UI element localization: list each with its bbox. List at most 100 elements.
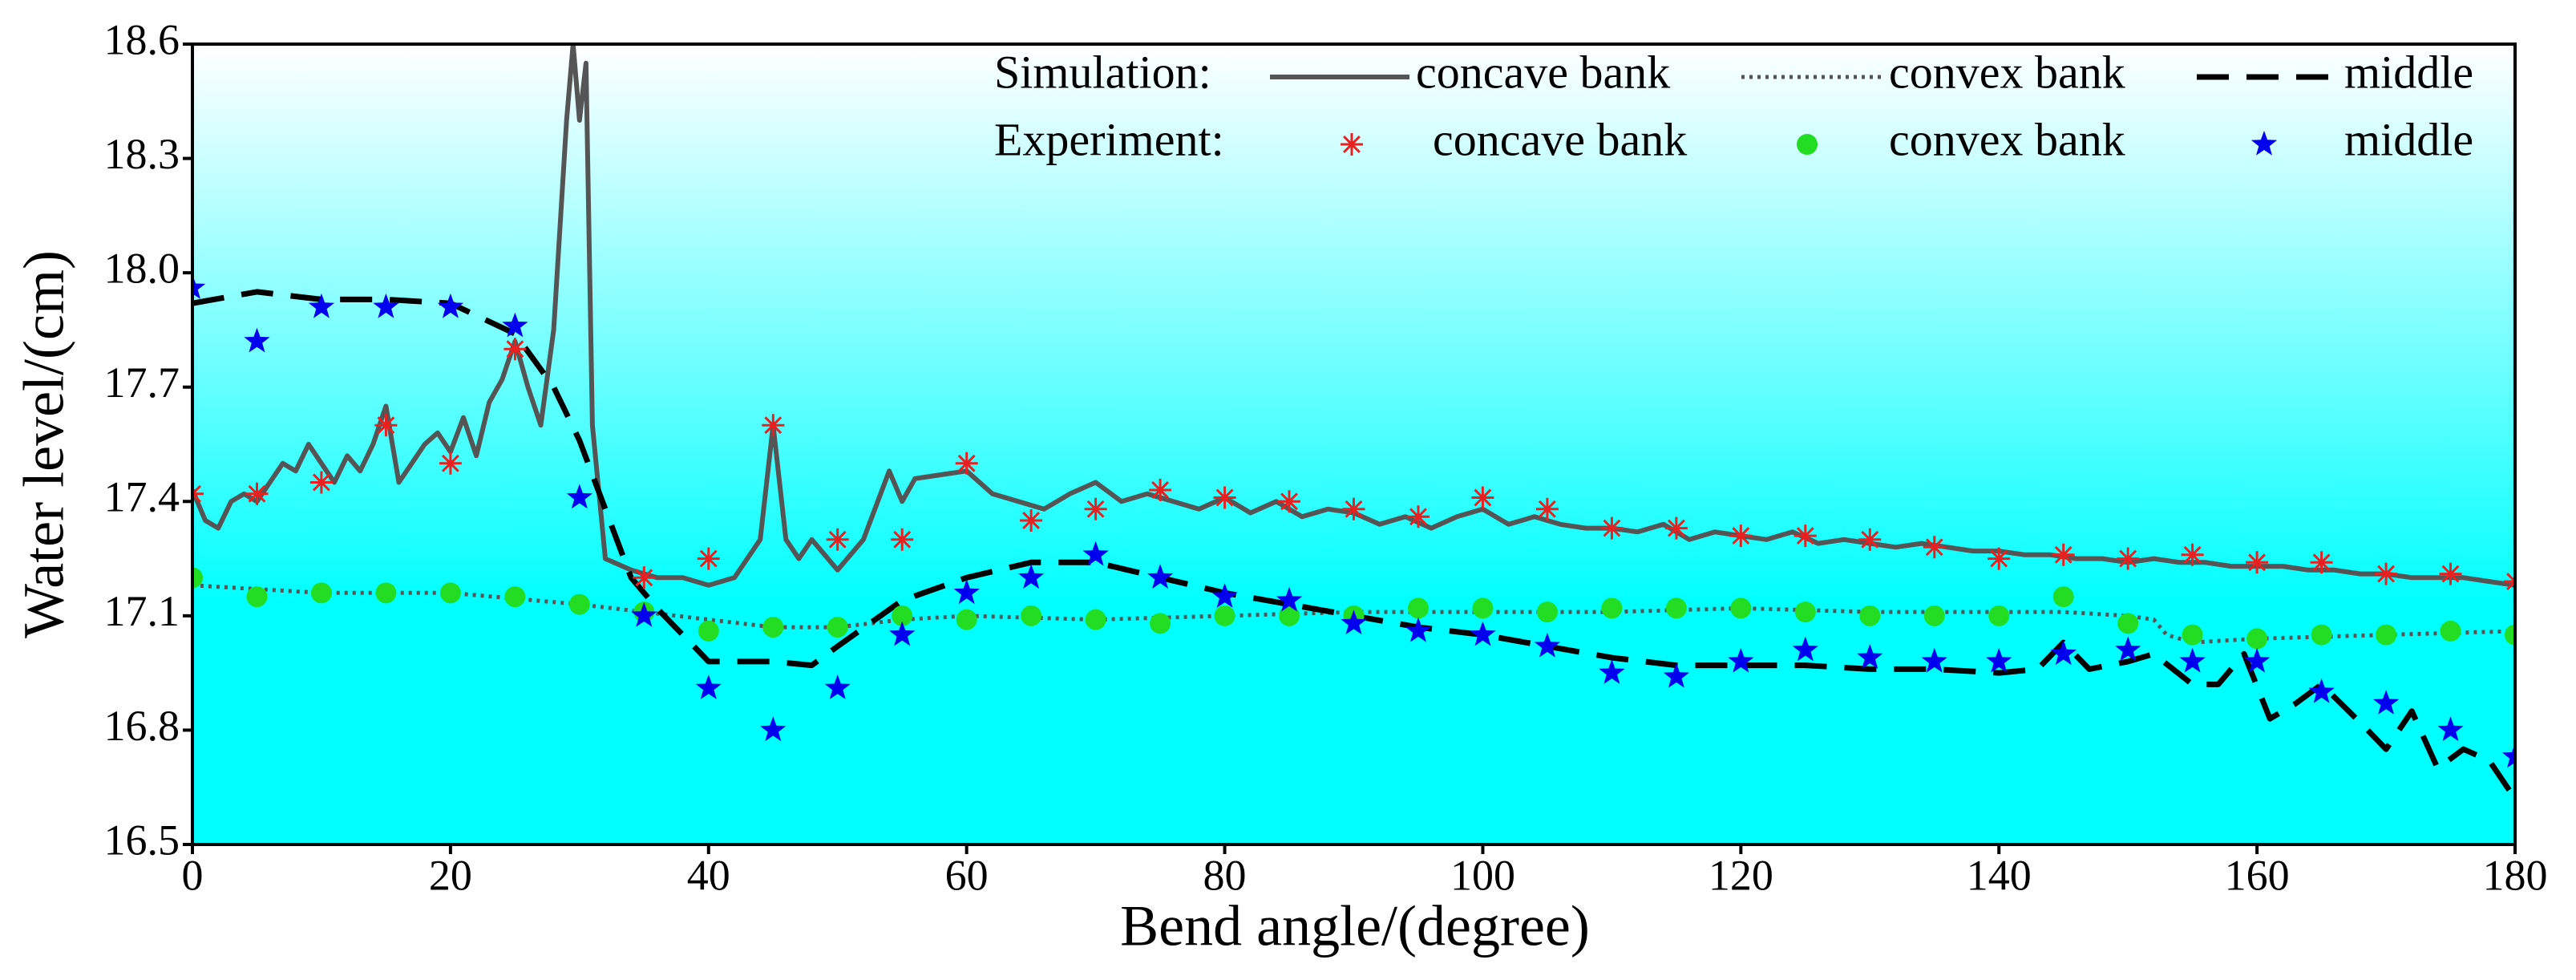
experiment-point	[1534, 632, 1561, 658]
experiment-point	[309, 471, 333, 494]
experiment-point	[1149, 479, 1172, 501]
experiment-point	[2376, 624, 2397, 646]
experiment-point	[2440, 620, 2461, 642]
x-tick-label: 180	[2483, 851, 2548, 899]
legend-group-label: Simulation:	[994, 46, 1211, 98]
experiment-point	[2181, 543, 2204, 566]
experiment-point	[2052, 586, 2074, 608]
experiment-point	[698, 620, 719, 642]
experiment-point	[2439, 562, 2462, 585]
experiment-point	[1664, 516, 1688, 540]
experiment-point	[1407, 597, 1429, 619]
experiment-point	[2115, 636, 2141, 662]
x-tick-label: 160	[2225, 851, 2290, 899]
experiment-point	[2117, 613, 2139, 634]
experiment-point	[1536, 601, 1558, 623]
experiment-point	[1665, 597, 1687, 619]
experiment-point	[2117, 547, 2140, 570]
x-tick-label: 60	[945, 851, 989, 899]
y-tick-label: 18.6	[104, 15, 180, 63]
experiment-point	[695, 674, 722, 699]
experiment-point	[2505, 624, 2515, 646]
legend-entry: convex bank	[1889, 46, 2125, 98]
plot-background	[192, 44, 2515, 844]
experiment-point	[1730, 597, 1752, 619]
y-tick-label: 18.3	[104, 130, 180, 178]
experiment-point	[1214, 605, 1235, 626]
legend-swatch	[1341, 133, 1363, 156]
experiment-point	[1988, 605, 2010, 626]
experiment-point	[1535, 497, 1559, 520]
experiment-point	[1988, 547, 2011, 570]
experiment-point	[1342, 497, 1365, 520]
experiment-point	[1471, 486, 1494, 509]
experiment-point	[892, 605, 913, 626]
experiment-point	[891, 528, 914, 551]
experiment-point	[1018, 564, 1045, 589]
experiment-point	[2375, 562, 2398, 585]
experiment-point	[2372, 690, 2400, 715]
experiment-point	[1921, 647, 1947, 673]
experiment-point	[1794, 601, 1816, 623]
experiment-point	[827, 617, 848, 638]
legend-entry: concave bank	[1433, 113, 1687, 165]
experiment-point	[2437, 716, 2464, 742]
experiment-point	[373, 293, 399, 318]
experiment-point	[1599, 659, 1625, 684]
experiment-point	[1213, 486, 1236, 509]
simulation-line	[192, 44, 2515, 588]
experiment-point	[437, 293, 464, 318]
experiment-point	[244, 327, 270, 353]
experiment-point	[1601, 597, 1623, 619]
experiment-point	[503, 338, 527, 361]
experiment-point	[1600, 516, 1624, 540]
experiment-point	[1084, 497, 1107, 520]
x-tick-label: 120	[1709, 851, 1773, 899]
x-tick-label: 100	[1450, 851, 1515, 899]
experiment-point	[502, 312, 528, 338]
experiment-point	[1792, 636, 1818, 662]
experiment-point	[1020, 509, 1043, 532]
experiment-point	[2179, 647, 2206, 673]
experiment-point	[762, 617, 784, 638]
experiment-point	[889, 621, 916, 646]
experiment-point	[1859, 605, 1881, 626]
experiment-point	[1858, 528, 1882, 551]
experiment-point	[953, 579, 980, 605]
experiment-point	[2501, 743, 2515, 768]
x-tick-label: 0	[182, 851, 204, 899]
plot-area	[192, 44, 2515, 800]
experiment-point	[1021, 605, 1042, 626]
x-tick-label: 140	[1967, 851, 2032, 899]
experiment-point	[1986, 647, 2012, 673]
experiment-point	[2243, 647, 2271, 673]
plot-frame	[191, 43, 2517, 846]
experiment-point	[760, 716, 787, 742]
experiment-point	[1923, 605, 1945, 626]
legend-entry: middle	[2344, 113, 2473, 165]
experiment-point	[633, 566, 656, 589]
x-tick-label: 80	[1203, 851, 1247, 899]
x-axis-title: Bend angle/(degree)	[1120, 894, 1590, 958]
y-tick-label: 17.7	[104, 358, 180, 407]
experiment-point	[2308, 678, 2335, 703]
experiment-point	[2311, 624, 2332, 646]
experiment-point	[1082, 541, 1109, 566]
experiment-point	[1472, 597, 1494, 619]
experiment-point	[439, 582, 461, 604]
experiment-point	[504, 586, 526, 608]
experiment-point	[2310, 551, 2333, 574]
experiment-point	[1150, 613, 1171, 634]
experiment-point	[2050, 640, 2077, 666]
experiment-point	[568, 593, 590, 615]
experiment-point	[2246, 551, 2269, 574]
experiment-point	[1470, 621, 1496, 646]
simulation-line	[192, 289, 2515, 800]
experiment-point	[955, 452, 978, 475]
experiment-point	[1793, 524, 1817, 548]
experiment-point	[245, 482, 269, 505]
experiment-point	[566, 484, 592, 509]
experiment-point	[1857, 644, 1883, 669]
y-tick-label: 16.5	[104, 816, 180, 864]
experiment-point	[631, 601, 657, 627]
